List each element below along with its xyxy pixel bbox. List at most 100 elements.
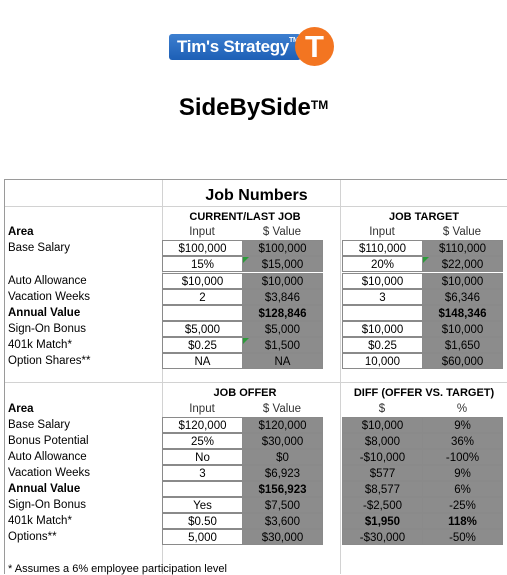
current-input-header: Input [189, 226, 215, 238]
grid-line [5, 206, 507, 207]
input-cell[interactable] [162, 305, 243, 321]
row-label: Sign-On Bonus [8, 323, 86, 335]
input-cell[interactable] [162, 481, 243, 497]
value-cell: $3,600 [242, 513, 323, 529]
value-cell: NA [242, 353, 323, 369]
value-cell: $60,000 [422, 353, 503, 369]
job-offer-heading: JOB OFFER [213, 387, 277, 399]
row-label: Auto Allowance [8, 275, 87, 287]
value-cell: $7,500 [242, 497, 323, 513]
diff-dollar-cell: $1,950 [342, 513, 423, 529]
row-label: Vacation Weeks [8, 291, 91, 303]
value-cell: $0 [242, 449, 323, 465]
section-title: Job Numbers [205, 187, 308, 204]
job-target-heading: JOB TARGET [388, 211, 460, 223]
value-cell: $6,923 [242, 465, 323, 481]
value-cell: $10,000 [242, 273, 323, 289]
diff-pct-cell: 6% [422, 481, 503, 497]
row-label: Auto Allowance [8, 451, 87, 463]
current-value-header: $ Value [262, 226, 302, 238]
row-label: Area [8, 226, 34, 238]
row-label: Sign-On Bonus [8, 499, 86, 511]
value-cell: $100,000 [242, 240, 323, 256]
input-cell[interactable]: $5,000 [162, 321, 243, 337]
brand-t-icon: T [295, 27, 334, 66]
row-label: Area [8, 403, 34, 415]
input-cell[interactable]: $110,000 [342, 240, 423, 256]
input-cell[interactable]: 2 [162, 289, 243, 305]
current-job-heading: CURRENT/LAST JOB [189, 211, 301, 223]
value-cell: $1,650 [422, 337, 503, 353]
diff-dollar-cell: $8,000 [342, 433, 423, 449]
row-label: 401k Match* [8, 339, 72, 351]
input-cell[interactable]: 15% [162, 256, 243, 272]
diff-dollar-cell: $8,577 [342, 481, 423, 497]
grid-line [162, 180, 163, 574]
diff-pct-cell: 9% [422, 465, 503, 481]
row-label: Bonus Potential [8, 435, 89, 447]
value-cell: $3,846 [242, 289, 323, 305]
diff-pct-cell: -50% [422, 529, 503, 545]
row-label: Base Salary [8, 242, 71, 254]
input-cell[interactable]: 10,000 [342, 353, 423, 369]
spreadsheet: Job Numbers CURRENT/LAST JOB JOB TARGET … [4, 179, 507, 574]
row-label: Options** [8, 531, 57, 543]
input-cell[interactable]: 20% [342, 256, 423, 272]
input-cell[interactable]: $0.25 [342, 337, 423, 353]
diff-pct-cell: -25% [422, 497, 503, 513]
diff-dollar-cell: -$2,500 [342, 497, 423, 513]
row-label: Base Salary [8, 419, 71, 431]
page-title-tm: TM [310, 98, 329, 112]
cell-comment-marker [423, 257, 429, 263]
annual-value-cell: $148,346 [422, 305, 503, 321]
input-cell[interactable] [342, 305, 423, 321]
diff-dollar-cell: $10,000 [342, 417, 423, 433]
cell-comment-marker [243, 338, 249, 344]
input-cell[interactable]: $120,000 [162, 417, 243, 433]
value-cell: $1,500 [242, 337, 323, 353]
page-title-text: SideBySide [178, 94, 311, 121]
diff-dollar-cell: -$30,000 [342, 529, 423, 545]
diff-pct-cell: -100% [422, 449, 503, 465]
diff-pct-cell: 36% [422, 433, 503, 449]
row-label: Annual Value [8, 307, 81, 319]
diff-pct-cell: 9% [422, 417, 503, 433]
input-cell[interactable]: No [162, 449, 243, 465]
diff-dollar-cell: $577 [342, 465, 423, 481]
input-cell[interactable]: 25% [162, 433, 243, 449]
input-cell[interactable]: $10,000 [342, 321, 423, 337]
diff-heading: DIFF (OFFER VS. TARGET) [353, 387, 495, 399]
input-cell[interactable]: 5,000 [162, 529, 243, 545]
cell-comment-marker [243, 257, 249, 263]
value-cell: $22,000 [422, 256, 503, 272]
target-value-header: $ Value [442, 226, 482, 238]
value-cell: $10,000 [422, 321, 503, 337]
input-cell[interactable]: $0.25 [162, 337, 243, 353]
value-cell: $10,000 [422, 273, 503, 289]
input-cell[interactable]: $0.50 [162, 513, 243, 529]
input-cell[interactable]: NA [162, 353, 243, 369]
brand-logo: Tim's StrategyTM T [169, 27, 335, 66]
value-cell: $110,000 [422, 240, 503, 256]
diff-dollar-header: $ [378, 403, 386, 415]
input-cell[interactable]: $10,000 [342, 273, 423, 289]
input-cell[interactable]: 3 [162, 465, 243, 481]
input-cell[interactable]: $10,000 [162, 273, 243, 289]
annual-value-cell: $156,923 [242, 481, 323, 497]
offer-value-header: $ Value [262, 403, 302, 415]
grid-line [340, 180, 341, 574]
input-cell[interactable]: 3 [342, 289, 423, 305]
value-cell: $6,346 [422, 289, 503, 305]
diff-dollar-cell: -$10,000 [342, 449, 423, 465]
diff-pct-cell: 118% [422, 513, 503, 529]
value-cell: $30,000 [242, 433, 323, 449]
input-cell[interactable]: $100,000 [162, 240, 243, 256]
brand-name: Tim's Strategy [177, 37, 289, 56]
annual-value-cell: $128,846 [242, 305, 323, 321]
row-label: Option Shares** [8, 355, 91, 367]
footnote: * Assumes a 6% employee participation le… [8, 563, 227, 575]
input-cell[interactable]: Yes [162, 497, 243, 513]
brand-tm: TM [288, 37, 299, 44]
value-cell: $30,000 [242, 529, 323, 545]
target-input-header: Input [369, 226, 395, 238]
